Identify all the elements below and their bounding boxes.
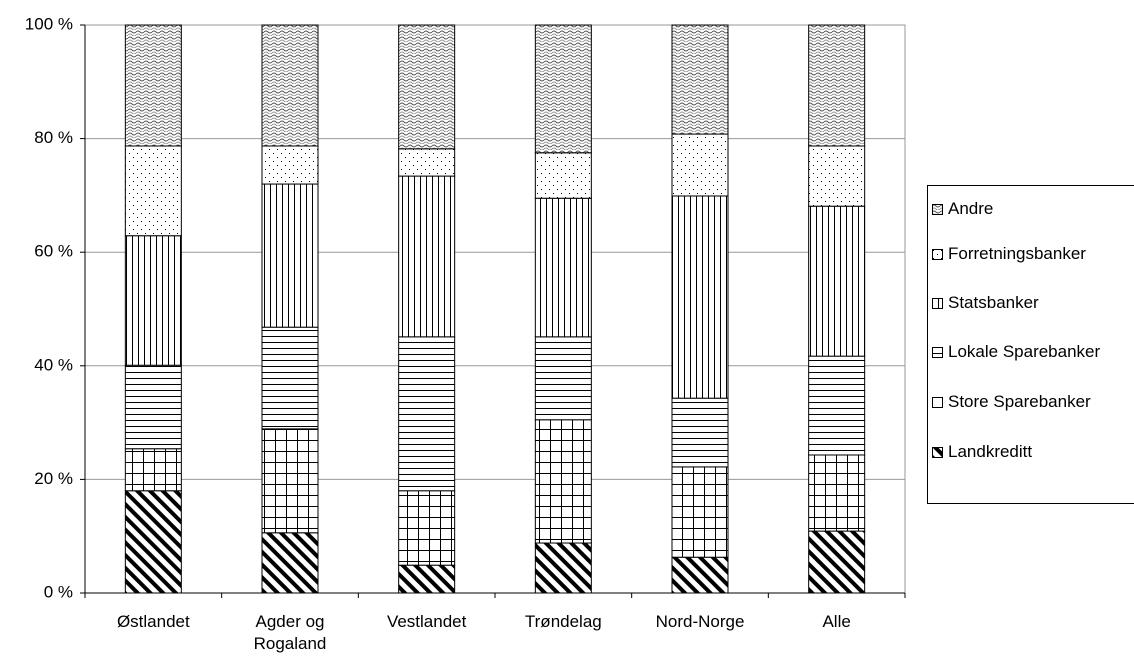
legend-entry: Forretningsbanker (932, 243, 1130, 265)
bar-segment (808, 24, 866, 147)
legend-label: Forretningsbanker (948, 244, 1086, 263)
bar-segment (398, 175, 456, 338)
bar-segment (671, 133, 729, 197)
bar-segment (808, 530, 866, 594)
legend-swatch (932, 249, 943, 260)
legend-swatch (932, 447, 943, 458)
bar-segment (124, 145, 182, 237)
bar-segment (671, 397, 729, 468)
bar-segment (124, 364, 182, 450)
legend-entry: Statsbanker (932, 292, 1130, 314)
bar-segment (124, 490, 182, 594)
legend-swatch (932, 347, 943, 358)
bar-segment (671, 195, 729, 399)
bar-segment (671, 466, 729, 558)
bar-segment (671, 556, 729, 594)
bar-segment (808, 355, 866, 456)
bar-segment (261, 428, 319, 534)
x-tick-label: Nord-Norge (655, 612, 745, 631)
x-tick-label: Trøndelag (524, 612, 602, 631)
bar-segment (534, 152, 592, 199)
legend-swatch-box (932, 397, 943, 408)
y-tick-label: 80 % (34, 128, 73, 147)
bar-segment (261, 532, 319, 594)
y-tick-label: 100 % (25, 14, 73, 33)
y-tick-label: 20 % (34, 469, 73, 488)
legend-swatch-box (932, 298, 943, 309)
x-tick-label: Vestlandet (386, 612, 467, 631)
legend-label: Store Sparebanker (948, 392, 1091, 411)
legend-entry: Andre (932, 198, 1130, 220)
bar-segment (808, 205, 866, 357)
bar-segment (534, 197, 592, 338)
bar-segment (808, 454, 866, 532)
bar-segment (534, 24, 592, 154)
legend-swatch-box (932, 447, 943, 458)
bar-segment (808, 145, 866, 207)
legend-entry: Lokale Sparebanker (932, 341, 1130, 363)
legend-swatch (932, 298, 943, 309)
bar-segment (534, 542, 592, 594)
bar-segment (534, 419, 592, 544)
legend-label: Statsbanker (948, 293, 1039, 312)
bar-segment (261, 145, 319, 185)
bar-segment (671, 24, 729, 135)
bar-segment (261, 326, 319, 430)
y-tick-label: 0 % (44, 582, 73, 601)
legend-swatch-box (932, 204, 943, 215)
y-tick-label: 40 % (34, 355, 73, 374)
bar-segment (398, 24, 456, 150)
plot-frame (84, 24, 906, 594)
legend-label: Andre (948, 199, 994, 218)
x-tick-label: Østlandet (116, 612, 190, 631)
legend-swatch (932, 397, 943, 408)
legend-swatch (932, 204, 943, 215)
legend-label: Landkreditt (948, 442, 1033, 461)
x-tick-label: Alle (822, 612, 851, 631)
legend-entry: Store Sparebanker (932, 391, 1130, 413)
x-tick-label: Agder og Rogaland (253, 612, 327, 653)
bar-segment (124, 235, 182, 366)
legend: Landkreditt Store Sparebanker Lokale Spare… (927, 185, 1134, 504)
bar-segment (124, 448, 182, 492)
bar-segment (261, 24, 319, 147)
y-tick-label: 60 % (34, 242, 73, 261)
bar-segment (398, 490, 456, 566)
bar-segment (534, 336, 592, 421)
legend-swatch-box (932, 347, 943, 358)
bar-segment (124, 24, 182, 147)
bar-segment (261, 183, 319, 328)
bar-segment (398, 564, 456, 594)
bar-segment (398, 336, 456, 492)
legend-swatch-box (932, 249, 943, 260)
legend-entry: Landkreditt (932, 441, 1130, 463)
legend-label: Lokale Sparebanker (948, 342, 1101, 361)
bar-segment (398, 148, 456, 177)
